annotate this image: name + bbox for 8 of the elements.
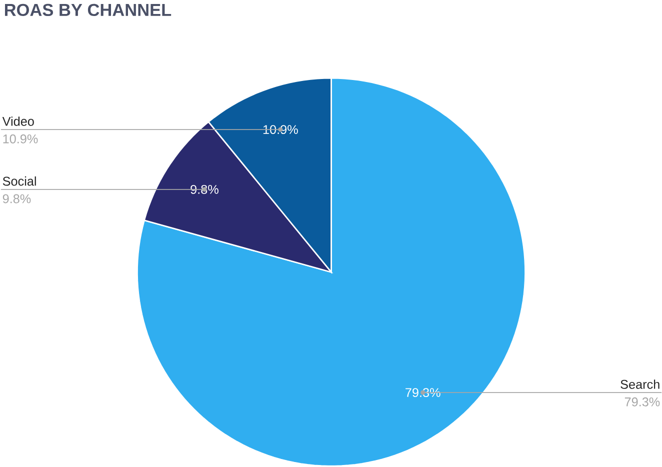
slice-label: Social bbox=[2, 176, 36, 186]
slice-label: Search bbox=[620, 380, 660, 389]
text: 79.3% bbox=[624, 398, 660, 406]
text: 10.9% bbox=[3, 134, 38, 144]
chart-title: ROAS BY CHANNEL bbox=[4, 4, 172, 16]
slice-label: Video bbox=[2, 116, 34, 126]
text: 9.8% bbox=[2, 194, 31, 204]
data-label: 79.3% bbox=[406, 388, 440, 398]
